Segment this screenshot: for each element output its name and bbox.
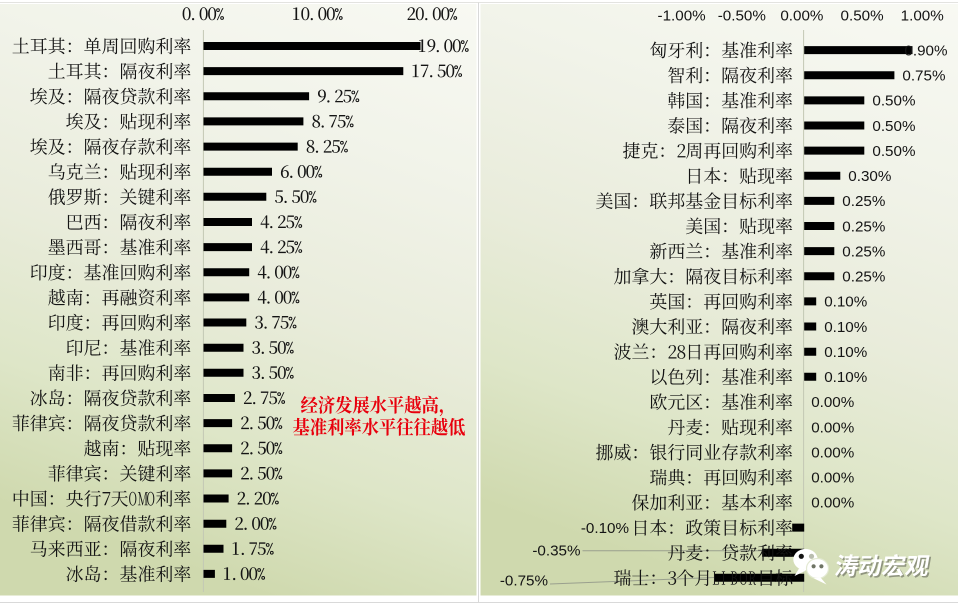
svg-text:0.00%: 0.00%: [811, 495, 854, 512]
svg-text:0.50%: 0.50%: [841, 8, 884, 25]
svg-text:0.25%: 0.25%: [842, 269, 885, 286]
svg-text:1.00%: 1.00%: [901, 8, 944, 25]
svg-text:0.25%: 0.25%: [842, 193, 885, 210]
svg-text:0.25%: 0.25%: [842, 218, 885, 235]
svg-text:0.50%: 0.50%: [872, 93, 915, 110]
svg-text:-0.50%: -0.50%: [718, 8, 766, 25]
svg-text:0.30%: 0.30%: [848, 168, 891, 185]
svg-text:0.00%: 0.00%: [811, 445, 854, 462]
svg-text:0.00%: 0.00%: [780, 8, 823, 25]
svg-text:0.10%: 0.10%: [824, 369, 867, 386]
svg-text:0.10%: 0.10%: [824, 294, 867, 311]
svg-text:0.25%: 0.25%: [842, 243, 885, 260]
svg-text:-0.75%: -0.75%: [500, 572, 548, 589]
svg-text:0.75%: 0.75%: [902, 68, 945, 85]
svg-text:0.00%: 0.00%: [811, 470, 854, 487]
svg-text:0.90%: 0.90%: [904, 42, 947, 59]
svg-text:0.00%: 0.00%: [811, 419, 854, 436]
svg-text:-1.00%: -1.00%: [658, 8, 706, 25]
svg-text:0.10%: 0.10%: [824, 344, 867, 361]
svg-text:0.50%: 0.50%: [872, 118, 915, 135]
svg-text:0.00%: 0.00%: [811, 394, 854, 411]
svg-text:0.10%: 0.10%: [824, 319, 867, 336]
svg-text:-0.10%: -0.10%: [581, 520, 629, 537]
svg-text:-0.35%: -0.35%: [532, 542, 580, 559]
svg-text:0.50%: 0.50%: [872, 143, 915, 160]
